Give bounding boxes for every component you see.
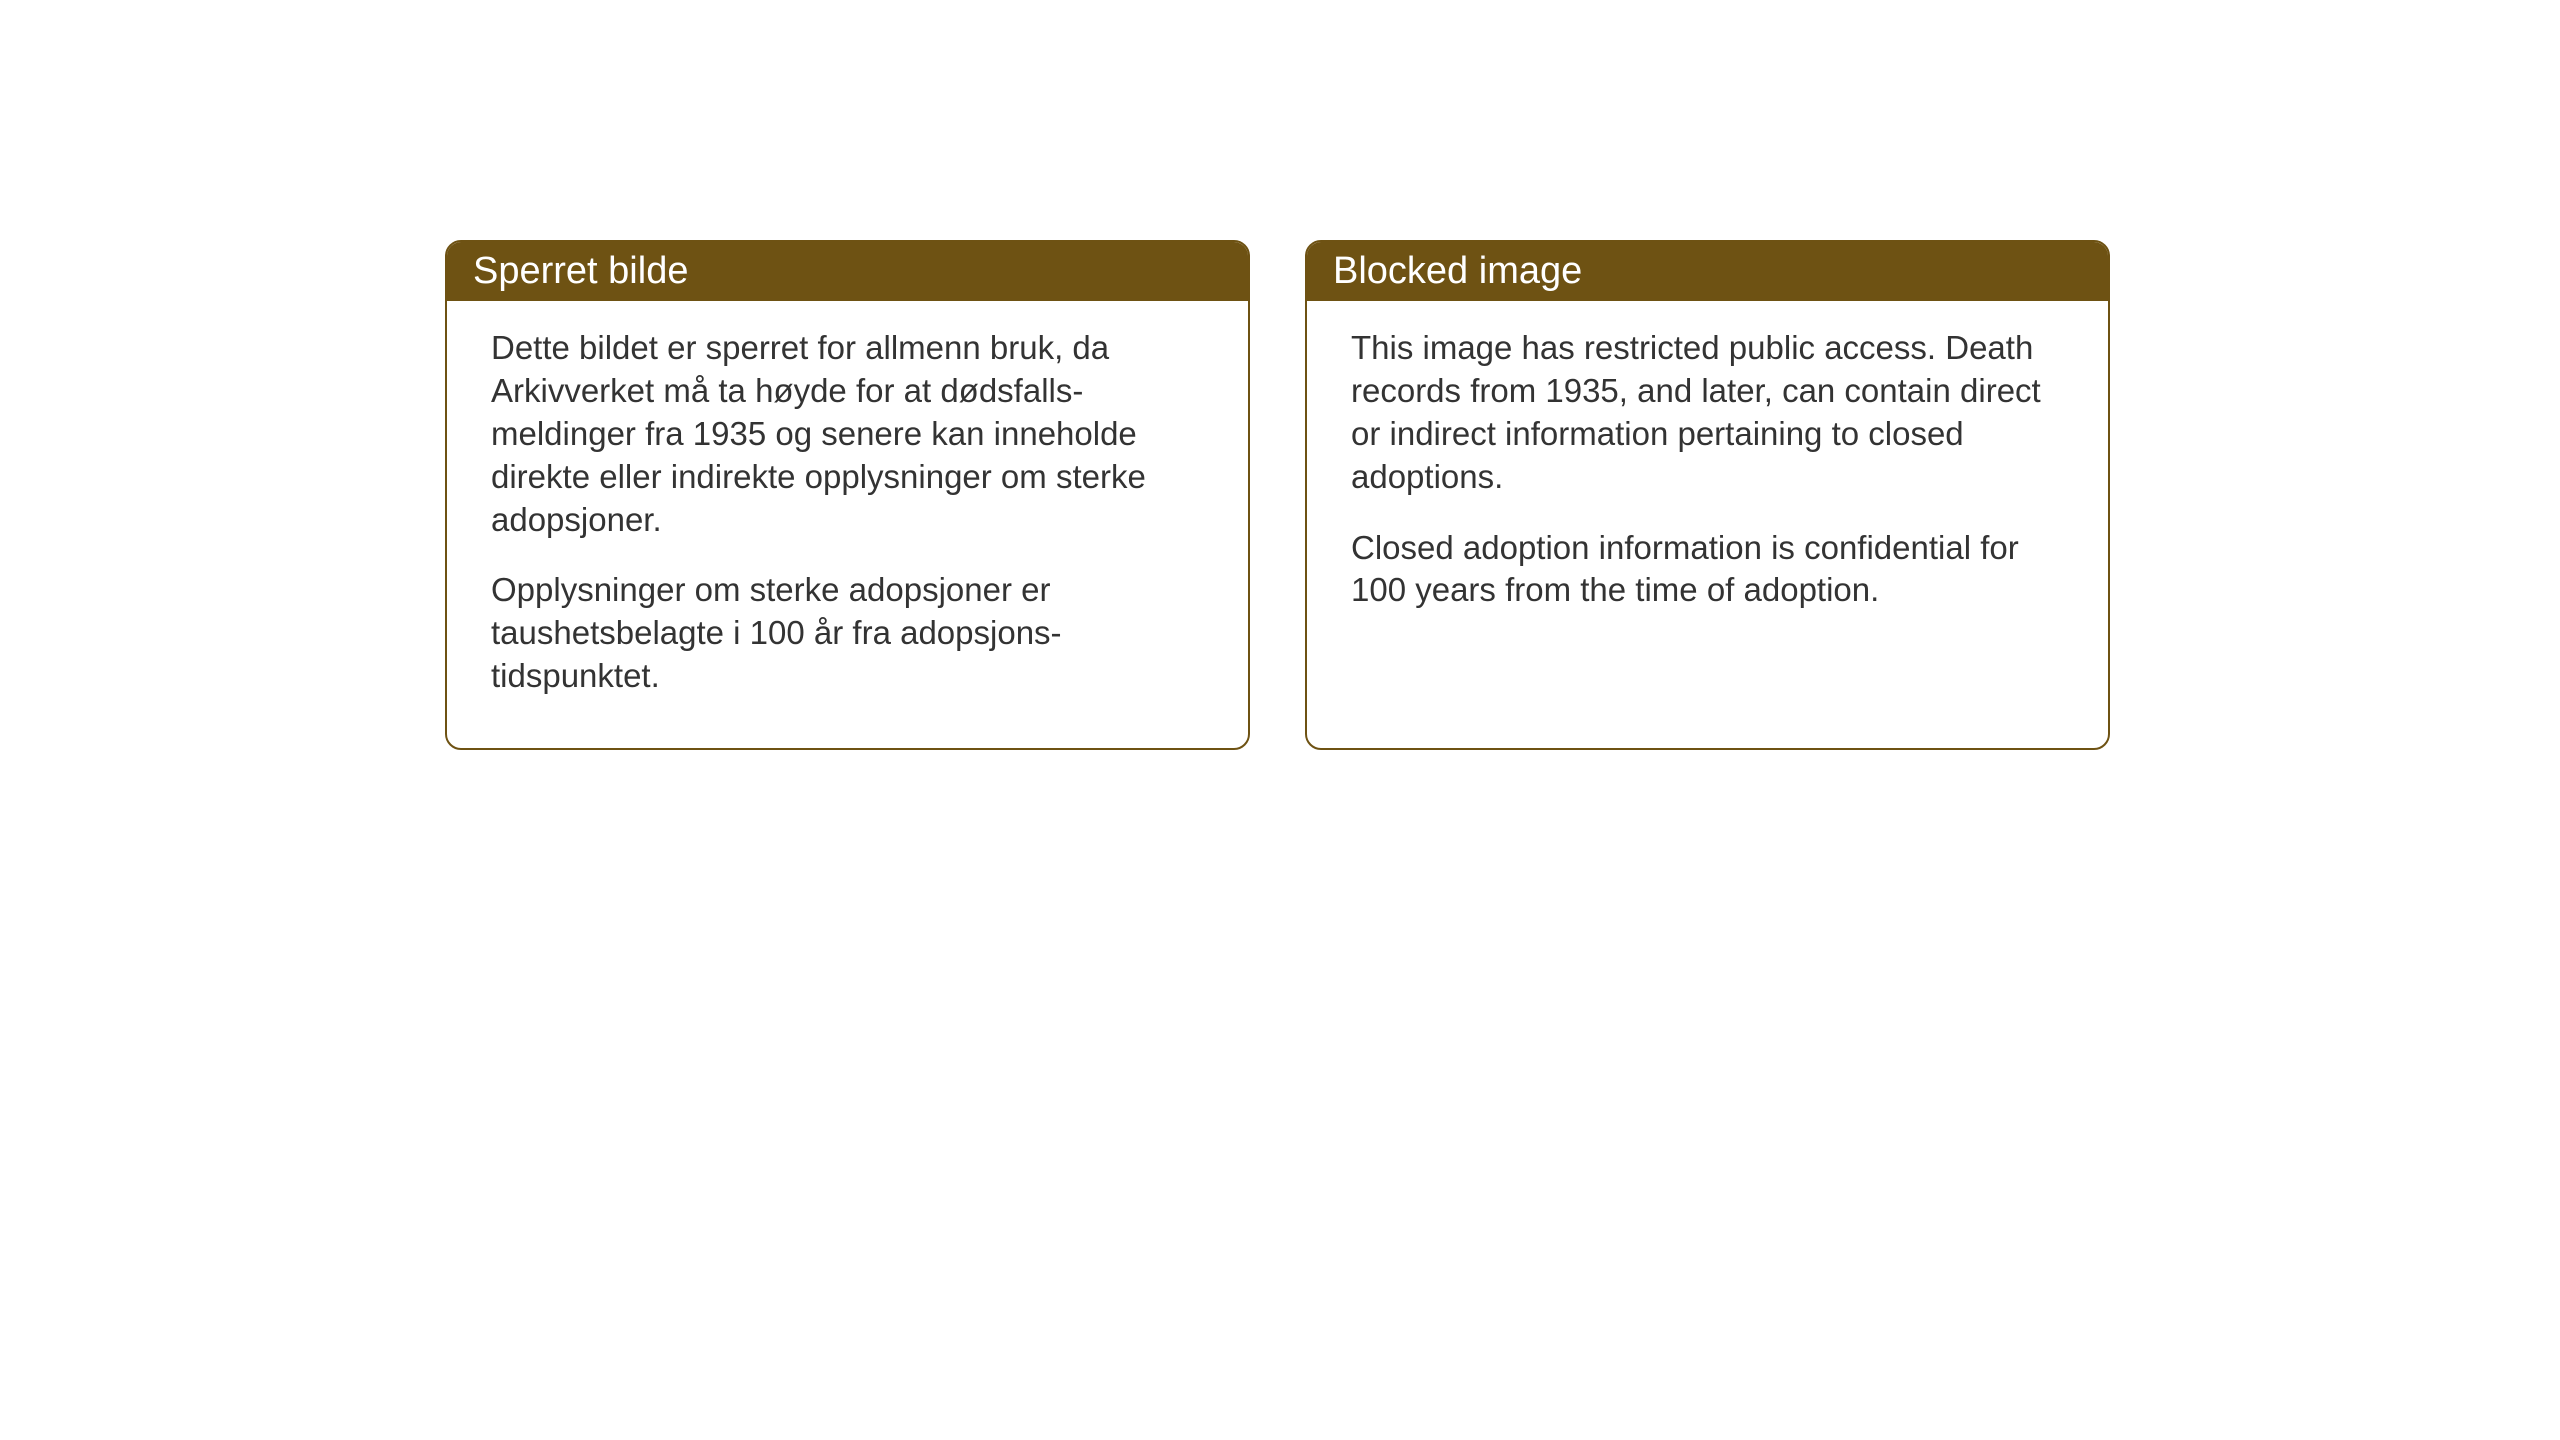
card-header-english: Blocked image bbox=[1307, 242, 2108, 301]
paragraph-norwegian-1: Dette bildet er sperret for allmenn bruk… bbox=[491, 327, 1204, 541]
card-title-norwegian: Sperret bilde bbox=[473, 250, 688, 292]
card-body-english: This image has restricted public access.… bbox=[1307, 301, 2108, 646]
card-body-norwegian: Dette bildet er sperret for allmenn bruk… bbox=[447, 301, 1248, 732]
notice-card-norwegian: Sperret bilde Dette bildet er sperret fo… bbox=[445, 240, 1250, 750]
notice-card-english: Blocked image This image has restricted … bbox=[1305, 240, 2110, 750]
paragraph-english-2: Closed adoption information is confident… bbox=[1351, 527, 2064, 613]
paragraph-english-1: This image has restricted public access.… bbox=[1351, 327, 2064, 499]
notice-container: Sperret bilde Dette bildet er sperret fo… bbox=[445, 240, 2110, 750]
card-header-norwegian: Sperret bilde bbox=[447, 242, 1248, 301]
card-title-english: Blocked image bbox=[1333, 250, 1582, 292]
paragraph-norwegian-2: Opplysninger om sterke adopsjoner er tau… bbox=[491, 569, 1204, 698]
